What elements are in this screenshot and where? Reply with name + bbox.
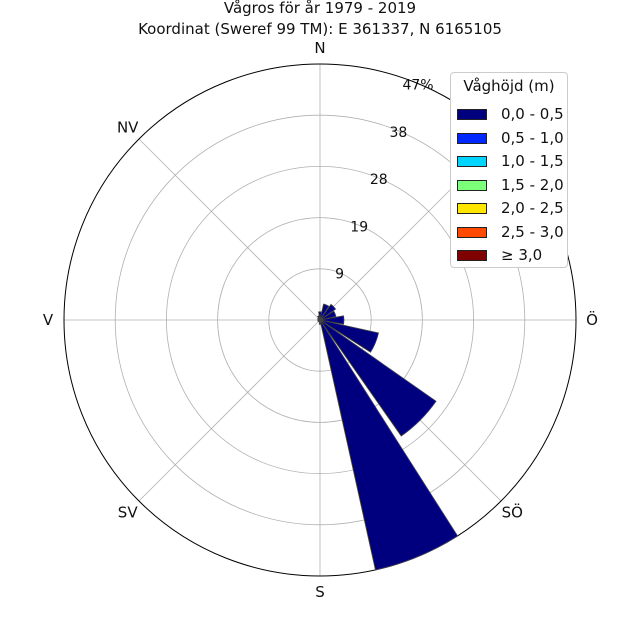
- radial-tick-label: 9: [335, 267, 344, 283]
- direction-label: Ö: [586, 310, 598, 329]
- sector-bars: [317, 303, 459, 571]
- sector-bar: [318, 319, 322, 325]
- direction-label: N: [314, 39, 325, 57]
- radial-tick-label: 28: [370, 172, 388, 188]
- radial-tick-label: 19: [350, 219, 368, 235]
- direction-label: V: [43, 311, 54, 329]
- legend-swatch: [457, 203, 487, 214]
- sector-bar: [319, 315, 345, 325]
- legend-label: 0,5 - 1,0: [501, 128, 564, 147]
- sector-bar: [319, 303, 337, 321]
- legend-swatch: [457, 226, 487, 238]
- legend-label: ≥ 3,0: [501, 246, 543, 264]
- legend-label: 1,0 - 1,5: [501, 152, 564, 170]
- legend-label: 1,5 - 2,0: [501, 175, 564, 194]
- radial-tick-labels: 9 19 28 38 47%: [335, 78, 433, 283]
- legend-swatch: [457, 179, 487, 191]
- grid-spoke: [138, 138, 321, 321]
- direction-label: SÖ: [502, 502, 523, 521]
- legend-swatch: [457, 109, 487, 120]
- outer-ring: [63, 63, 577, 577]
- sector-bar: [319, 319, 437, 437]
- sector-bar: [319, 303, 330, 321]
- sector-bar: [318, 311, 322, 321]
- chart-title: Vågros för år 1979 - 2019: [224, 0, 416, 17]
- grid-spoke: [138, 319, 321, 502]
- direction-label: S: [315, 583, 325, 601]
- radial-tick-label: 38: [389, 125, 407, 141]
- legend: Våghöjd (m) 0,0 - 0,5 0,5 - 1,0 1,0 - 1,5 1…: [450, 72, 568, 268]
- legend-swatch: [457, 250, 487, 261]
- radial-tick-label: 47%: [402, 78, 433, 94]
- sector-bar: [319, 319, 322, 323]
- sector-bar: [319, 310, 337, 321]
- direction-label: SV: [118, 503, 139, 521]
- chart-subtitle: Koordinat (Sweref 99 TM): E 361337, N 61…: [138, 20, 502, 38]
- legend-title: Våghöjd (m): [463, 77, 555, 95]
- direction-label: NV: [117, 119, 139, 137]
- sector-bar: [319, 319, 379, 353]
- legend-label: 0,0 - 0,5: [501, 105, 564, 123]
- legend-label: 2,5 - 3,0: [501, 222, 564, 241]
- sector-bar: [319, 319, 459, 571]
- legend-swatch: [457, 156, 487, 167]
- polar-grid: [63, 63, 577, 577]
- legend-label: 2,0 - 2,5: [501, 199, 564, 217]
- legend-swatch: [457, 132, 487, 144]
